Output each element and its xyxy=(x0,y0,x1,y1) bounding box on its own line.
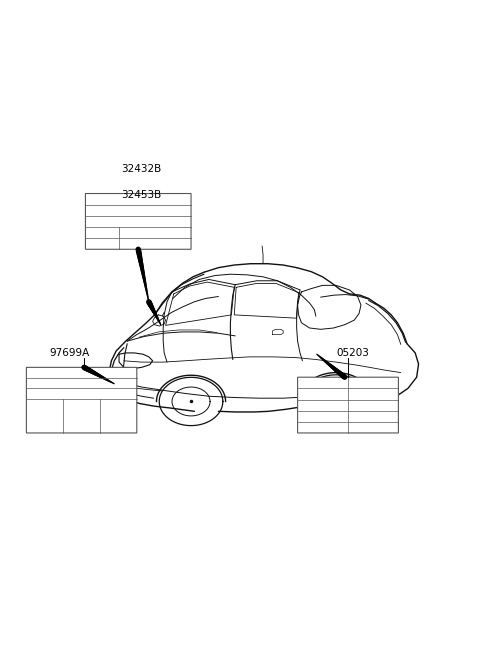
Text: 97699A: 97699A xyxy=(49,348,90,358)
FancyBboxPatch shape xyxy=(85,194,191,249)
Text: 32432B: 32432B xyxy=(121,164,162,174)
FancyBboxPatch shape xyxy=(26,367,137,433)
Text: 05203: 05203 xyxy=(336,348,369,358)
FancyBboxPatch shape xyxy=(298,377,398,433)
Text: 32453B: 32453B xyxy=(121,190,162,200)
